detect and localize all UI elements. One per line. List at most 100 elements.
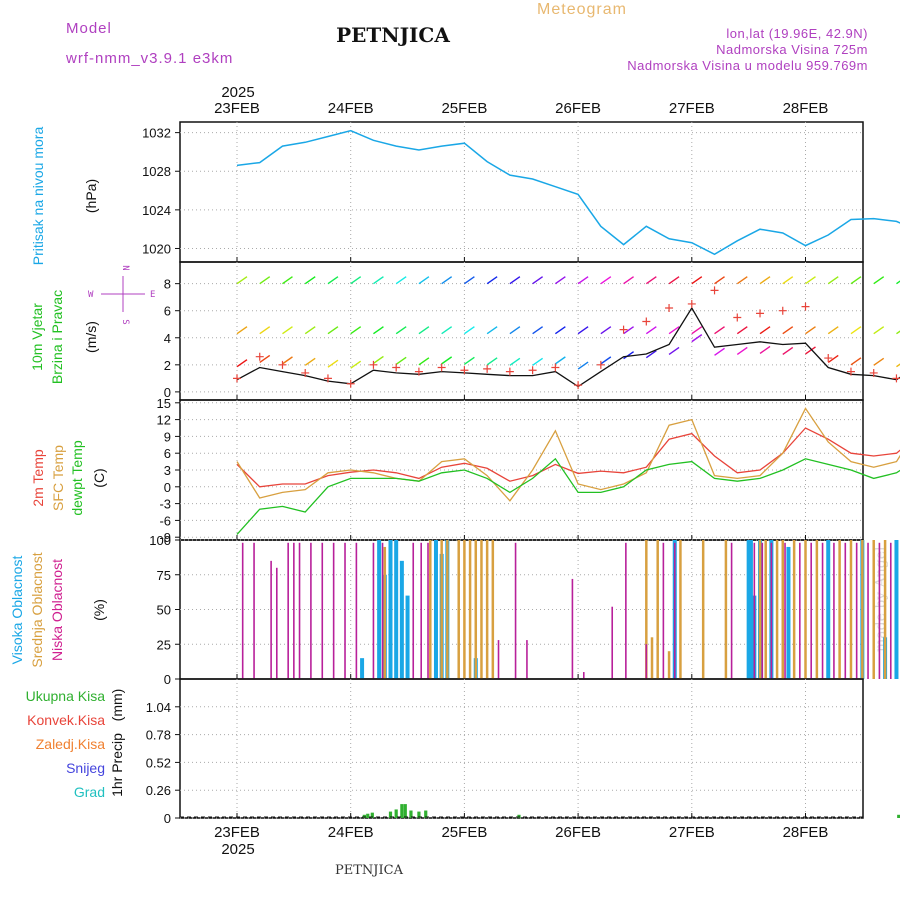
wind-barb xyxy=(463,356,475,365)
temp-ylabel-2m: 2m Temp xyxy=(30,449,46,507)
wind-barb xyxy=(236,276,248,285)
y-tick-label: 0 xyxy=(164,811,171,826)
cloud-bar-low xyxy=(611,606,614,679)
gust-marker xyxy=(551,363,560,372)
cloud-bar-low xyxy=(784,542,786,679)
compass-s: S xyxy=(120,319,130,324)
wind-barb xyxy=(850,357,862,366)
cloud-bar-high xyxy=(399,560,404,679)
precip-bar xyxy=(394,809,398,818)
cloud-bar-mid xyxy=(792,540,796,679)
wind-barb xyxy=(873,326,885,335)
wind-barb xyxy=(327,359,339,368)
y-tick-label: 50 xyxy=(157,603,171,618)
wind-barb xyxy=(418,357,430,366)
y-tick-label: 1020 xyxy=(142,241,171,256)
wind-barb xyxy=(304,357,316,366)
cloud-bar-mid xyxy=(446,540,449,679)
wind-barb xyxy=(714,276,725,285)
top-date-label: 25FEB xyxy=(441,100,487,117)
y-tick-label: 12 xyxy=(157,413,171,428)
wind-barb xyxy=(486,276,498,285)
cloud-bar-mid xyxy=(861,540,864,679)
precip-bar xyxy=(388,811,393,818)
precip-legend: Ukupna Kisa Konvek.Kisa Zaledj.Kisa Snijeg G… xyxy=(26,688,106,800)
cloud-bar-low xyxy=(799,542,801,679)
cloud-bar-mid xyxy=(764,540,767,679)
y-tick-label: 0 xyxy=(164,672,171,687)
wind-barb xyxy=(441,276,453,285)
cloud-bar-low xyxy=(582,672,585,679)
cloud-bar-low xyxy=(355,542,358,679)
wind-barb xyxy=(896,280,900,285)
wind-barb xyxy=(896,363,900,368)
wind-barb xyxy=(259,326,271,335)
cloud-bar-low xyxy=(770,542,773,679)
cloud-bar-low xyxy=(321,542,324,679)
wind-barb xyxy=(736,346,748,355)
cloud-bar-high xyxy=(748,540,753,679)
wind-barb xyxy=(759,345,771,355)
y-tick-label: 75 xyxy=(157,568,171,583)
cloud-bar-mid xyxy=(383,546,387,679)
wind-barb xyxy=(759,276,771,285)
cloud-bar-low xyxy=(889,542,892,679)
wind-barb xyxy=(395,326,407,335)
cloud-bar-mid xyxy=(872,540,875,679)
cloud-bar-mid xyxy=(758,540,762,679)
wind-barb xyxy=(805,326,816,335)
cloud-ylabel-high: Visoka Oblacnost xyxy=(9,556,25,665)
cloud-bar-mid xyxy=(781,540,785,679)
wind-barb xyxy=(532,357,544,366)
wind-barb xyxy=(373,276,384,285)
pressure-panel: 1020 1024 1028 1032 xyxy=(142,121,900,263)
top-date-labels: 23FEB 24FEB 25FEB 26FEB 27FEB 28FEB xyxy=(214,100,828,117)
gust-marker xyxy=(255,352,264,361)
panel-frame xyxy=(179,678,864,819)
pressure-line xyxy=(236,129,900,256)
y-tick-label: 0.52 xyxy=(146,755,171,770)
y-tick-label: 2 xyxy=(164,358,171,373)
cloud-bar-low xyxy=(730,542,733,679)
wind-barb xyxy=(236,359,248,368)
precip-bar xyxy=(417,811,421,818)
wind-barb xyxy=(259,276,271,285)
wind-barb xyxy=(509,276,521,285)
wind-barb xyxy=(623,351,634,360)
cloud-bar-low xyxy=(526,640,528,679)
wind-barb xyxy=(554,326,566,335)
model-altitude-text: Nadmorska Visina u modelu 959.769m xyxy=(627,58,868,73)
gust-marker xyxy=(619,325,628,334)
y-tick-label: -9 xyxy=(159,530,171,545)
wind-barb xyxy=(577,326,589,335)
wind-barb xyxy=(691,276,703,285)
cloud-unit: (%) xyxy=(91,599,107,621)
cloud-bar-mid xyxy=(815,540,819,679)
wind-barb xyxy=(577,361,589,370)
wind-barb xyxy=(395,356,407,365)
cloud-bar-mid xyxy=(491,540,495,679)
model-name: wrf-nmm_v3.9.1 e3km xyxy=(65,50,233,67)
precip-bar xyxy=(897,814,900,818)
cloud-bar-low xyxy=(253,542,255,679)
wind-barb xyxy=(532,326,544,335)
gust-marker xyxy=(665,304,674,312)
sfc-temp-line xyxy=(236,407,900,502)
wind-barb xyxy=(282,276,293,285)
gust-marker xyxy=(892,374,900,383)
wind-barb xyxy=(827,354,839,364)
precip-bar xyxy=(362,814,366,818)
cloud-bar-high xyxy=(894,540,899,679)
precip-ylabel: 1hr Precip xyxy=(109,733,125,797)
precip-bar xyxy=(517,814,521,818)
bottom-date-label: 24FEB xyxy=(328,824,374,841)
cloud-bar-mid xyxy=(440,540,443,679)
wind-barb xyxy=(509,357,521,366)
cloud-bar-low xyxy=(867,542,869,679)
cloud-bar-low xyxy=(420,542,422,679)
y-tick-label: 1.04 xyxy=(146,700,171,715)
wind-barb xyxy=(577,276,589,285)
cloud-bar-mid xyxy=(463,540,466,679)
wind-barb xyxy=(282,326,293,335)
